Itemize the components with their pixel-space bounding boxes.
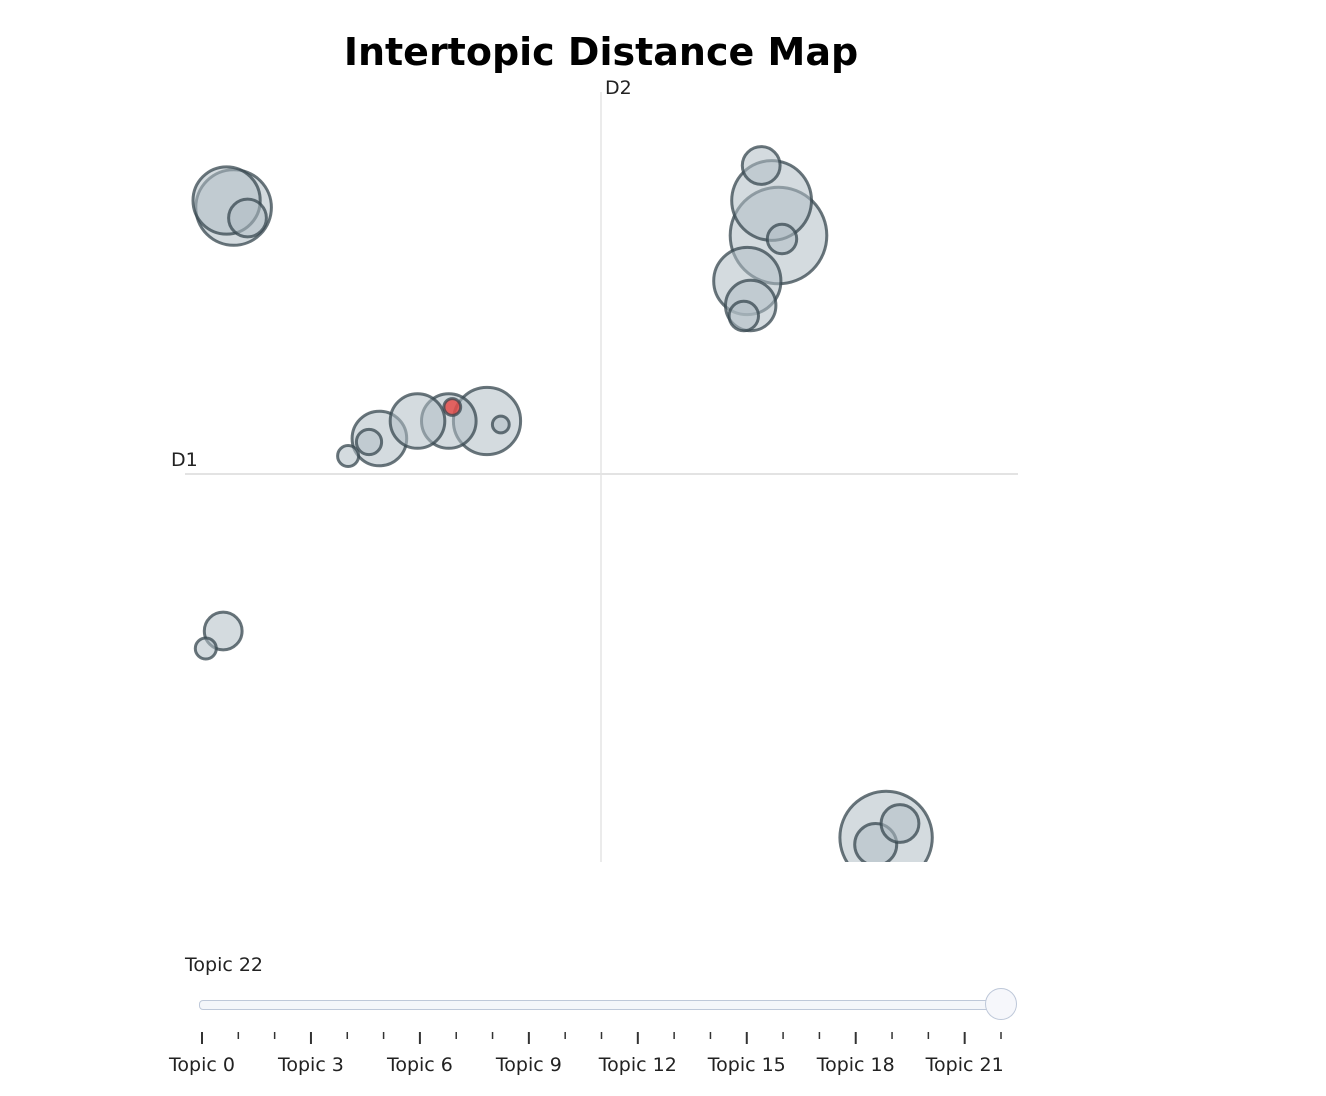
- topic-bubble-6[interactable]: [765, 222, 799, 256]
- topic-bubble-18[interactable]: [193, 636, 218, 661]
- slider-tick-label-15: Topic 15: [707, 1054, 786, 1076]
- topic-slider[interactable]: Topic 22 Topic 0 Topic 3 Topic 6 Topic 9 Top…: [0, 940, 1326, 1096]
- scatter-plot: [185, 92, 1018, 862]
- slider-tick-label-6: Topic 6: [386, 1054, 453, 1076]
- topic-bubble-2[interactable]: [227, 197, 268, 239]
- topic-bubble-16[interactable]: [388, 392, 447, 450]
- topic-bubble-15[interactable]: [490, 414, 511, 435]
- slider-tick-label-3: Topic 3: [277, 1054, 344, 1076]
- slider-tick-label-0: Topic 0: [168, 1054, 235, 1076]
- slider-tick-label-9: Topic 9: [495, 1054, 562, 1076]
- slider-ticks: Topic 0 Topic 3 Topic 6 Topic 9 Topic 12 Topi…: [168, 1032, 1004, 1076]
- topic-bubble-22[interactable]: [442, 397, 463, 417]
- topic-bubble-13[interactable]: [354, 427, 384, 457]
- bubble-layer: [191, 145, 934, 862]
- topic-bubble-20[interactable]: [879, 803, 921, 844]
- slider-current-value: Topic 22: [185, 954, 264, 976]
- slider-tick-label-18: Topic 18: [816, 1054, 895, 1076]
- chart-title: Intertopic Distance Map: [343, 30, 859, 74]
- slider-tick-label-21: Topic 21: [925, 1054, 1004, 1076]
- slider-tick-label-12: Topic 12: [598, 1054, 677, 1076]
- topic-bubble-14[interactable]: [336, 444, 361, 468]
- topic-bubble-4[interactable]: [740, 145, 782, 186]
- d2-axis-label: D2: [605, 77, 632, 99]
- topic-bubble-9[interactable]: [727, 299, 760, 333]
- d1-axis-label: D1: [171, 449, 198, 471]
- slider-handle[interactable]: [985, 988, 1017, 1020]
